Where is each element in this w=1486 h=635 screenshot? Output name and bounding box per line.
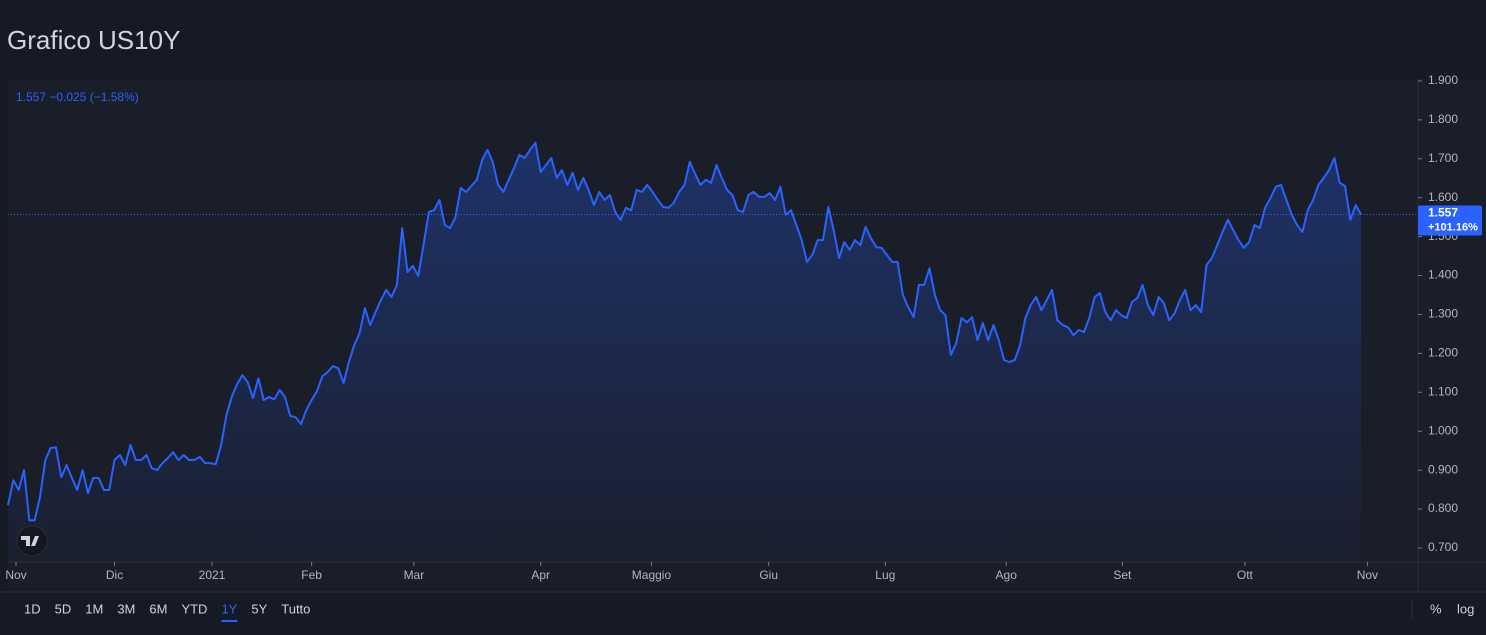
line — [7, 141, 1362, 522]
range-button[interactable]: YTD — [181, 601, 207, 616]
range-button[interactable]: 1D — [24, 601, 41, 616]
x-tick-label: Giu — [759, 568, 778, 582]
price-tag — [1418, 205, 1482, 236]
y-tick-label: 1.700 — [1428, 151, 1458, 165]
x-tick-label: Feb — [301, 568, 322, 582]
y-tick-label: 1.200 — [1428, 346, 1458, 360]
range-button[interactable]: 5D — [55, 601, 72, 616]
range-button[interactable]: 6M — [149, 601, 167, 616]
y-tick-label: 1.600 — [1428, 190, 1458, 204]
y-tick-label: 0.800 — [1428, 501, 1458, 515]
area-fill — [8, 142, 1362, 563]
range-button[interactable]: 1Y — [221, 601, 237, 616]
x-tick-label: Dic — [106, 568, 123, 582]
y-tick-label: 0.700 — [1428, 540, 1458, 554]
y-tick-label: 1.300 — [1428, 307, 1458, 321]
x-tick-label: Mar — [404, 568, 425, 582]
chart-title: Grafico US10Y — [7, 25, 180, 55]
x-tick-label: Apr — [531, 568, 550, 582]
x-tick-label: Nov — [5, 568, 26, 582]
x-tick-label: Set — [1113, 568, 1132, 582]
logo — [16, 525, 48, 557]
range-button[interactable]: Tutto — [281, 601, 310, 616]
x-tick-label: Lug — [875, 568, 895, 582]
x-tick-label: 2021 — [199, 568, 226, 582]
range-button[interactable]: 3M — [117, 601, 135, 616]
y-tick-label: 0.900 — [1428, 462, 1458, 476]
y-tick-label: 1.400 — [1428, 268, 1458, 282]
y-tick-label: 1.900 — [1428, 73, 1458, 87]
x-tick-label: Ago — [996, 568, 1018, 582]
x-tick-label: Ott — [1237, 568, 1254, 582]
x-tick-label: Nov — [1357, 568, 1378, 582]
range-button[interactable]: 5Y — [251, 601, 267, 616]
y-tick-label: 1.100 — [1428, 384, 1458, 398]
y-tick-label: 1.800 — [1428, 112, 1458, 126]
log-toggle[interactable]: log — [1457, 601, 1474, 616]
price-tag-change: +101.16% — [1428, 221, 1478, 233]
legend: 1.557 −0.025 (−1.58%) — [16, 90, 139, 104]
range-button[interactable]: 1M — [85, 601, 103, 616]
x-tick-label: Maggio — [632, 568, 672, 582]
price-tag-label: 1.557 — [1428, 206, 1458, 220]
y-tick-label: 1.000 — [1428, 423, 1458, 437]
percent-toggle[interactable]: % — [1430, 601, 1442, 616]
